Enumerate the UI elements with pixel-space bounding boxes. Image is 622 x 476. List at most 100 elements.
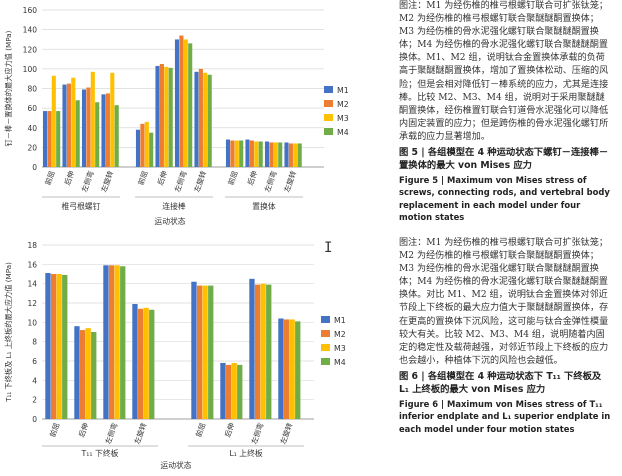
bar-m1 [249, 278, 255, 419]
x-tick-label: 左侧弯 [263, 170, 279, 194]
bar-m4 [239, 140, 244, 167]
bar-m2 [288, 143, 293, 167]
legend-swatch [324, 114, 333, 121]
bar-m1 [278, 318, 284, 419]
bar-m2 [50, 274, 57, 419]
legend-label: M3 [334, 344, 346, 353]
group-label: 置换体 [252, 201, 276, 211]
bar-m1 [45, 273, 51, 419]
figure6-caption: 图注：M1 为经伤椎的椎弓根螺钉联合可扩张钛笼；M2 为经伤椎的椎弓根螺钉联合聚… [399, 238, 609, 366]
x-tick-label: 左旋转 [192, 170, 208, 194]
bar-m1 [225, 139, 231, 167]
legend-label: M2 [334, 330, 346, 339]
bar-m1 [74, 326, 80, 419]
bar-m2 [198, 68, 203, 167]
x-tick-label: 左旋转 [99, 170, 115, 194]
bar-m2 [79, 330, 86, 419]
bar-m2 [225, 364, 232, 419]
figure5-caption: 图注：M1 为经伤椎的椎弓根螺钉联合可扩张钛笼；M2 为经伤椎的椎弓根螺钉联合聚… [399, 1, 609, 142]
figure6-svg: 0 2 4 6 8 10 12 14 16 18 T₁₁ 下终板及 L₁ 上终板的最大应力值 (MP… [4, 241, 346, 470]
bar-m2 [249, 140, 254, 167]
legend-swatch [324, 128, 333, 135]
y-tick-label: 18 [27, 241, 37, 250]
bar-m3 [164, 66, 169, 167]
y-tick-label: 0 [32, 415, 37, 424]
y-tick-label: 6 [32, 357, 37, 366]
legend-label: M4 [337, 128, 349, 137]
bar-m3 [289, 319, 295, 419]
y-tick-label: 20 [27, 143, 37, 152]
x-tick-label: 后伸 [77, 422, 90, 439]
legend-swatch [324, 86, 333, 93]
bar-m3 [183, 39, 188, 167]
y-tick-label: 80 [27, 85, 37, 94]
bar-m1 [284, 142, 289, 167]
x-axis-label: 运动状态 [154, 216, 185, 226]
group-label: L₁ 上终板 [229, 448, 263, 458]
x-tick-label: 前屈 [226, 170, 239, 187]
y-tick-label: 40 [27, 124, 37, 133]
y-tick-label: 10 [27, 318, 37, 327]
y-tick-label: 160 [23, 6, 38, 15]
x-axis-label: 运动状态 [160, 460, 191, 470]
bar-m3 [90, 71, 95, 167]
x-tick-label: 前屈 [48, 422, 61, 439]
bar-m4 [266, 284, 272, 419]
bar-m3 [203, 72, 208, 167]
x-tick-label: 后伸 [246, 170, 259, 187]
bar-m2 [196, 285, 203, 419]
bar-m2 [140, 123, 145, 167]
bar-m1 [103, 265, 109, 419]
x-tick-label: 左侧弯 [103, 422, 119, 446]
y-tick-label: 60 [27, 104, 37, 113]
bar-m3 [273, 142, 278, 167]
y-tick-label: 100 [23, 65, 38, 74]
bar-m3 [234, 140, 239, 167]
bar-m4 [258, 141, 263, 167]
group-label: 连接棒 [162, 201, 186, 211]
bar-m1 [81, 89, 87, 167]
bar-m3 [56, 274, 62, 419]
bar-m2 [108, 265, 115, 419]
bar-m2 [269, 142, 274, 167]
bar-m3 [260, 283, 266, 419]
bar-m3 [114, 265, 120, 419]
bar-m3 [293, 143, 298, 167]
bar-m1 [174, 39, 180, 167]
x-tick-label: 前屈 [43, 170, 56, 187]
bar-m1 [264, 141, 270, 167]
bar-m4 [207, 74, 212, 167]
legend-label: M3 [337, 114, 349, 123]
legend-swatch [321, 316, 330, 323]
bar-m1 [220, 362, 226, 419]
group-label: 椎弓根螺钉 [62, 201, 101, 211]
bar-m3 [85, 328, 91, 419]
figure6-title-cn: 图 6 | 各组模型在 4 种运动状态下 T₁₁ 下终板及 L₁ 上终板的最大 … [399, 370, 602, 395]
y-tick-label: 140 [23, 26, 38, 35]
bar-m1 [42, 111, 48, 167]
bar-m1 [191, 281, 197, 419]
figure6-caption-block: 图注：M1 为经伤椎的椎弓根螺钉联合可扩张钛笼；M2 为经伤椎的椎弓根螺钉联合聚… [399, 237, 613, 435]
bar-m3 [144, 121, 149, 167]
legend-swatch [321, 330, 330, 337]
bar-m3 [110, 72, 115, 167]
bar-m4 [149, 132, 154, 167]
bar-m1 [245, 139, 250, 167]
bar-m4 [278, 142, 283, 167]
group-label: T₁₁ 下终板 [81, 448, 119, 458]
figure5-caption-block: 图注：M1 为经伤椎的椎弓根螺钉联合可扩张钛笼；M2 为经伤椎的椎弓根螺钉联合聚… [399, 0, 613, 224]
x-tick-label: 左侧弯 [249, 422, 265, 446]
x-tick-label: 左旋转 [282, 170, 298, 194]
x-tick-label: 后伸 [223, 422, 236, 439]
bar-m4 [149, 309, 155, 419]
x-tick-label: 前屈 [136, 170, 149, 187]
y-tick-label: 4 [32, 376, 37, 385]
bar-m2 [47, 111, 52, 167]
legend-label: M1 [334, 316, 346, 325]
figure6-title-en: Figure 6 | Maximum von Mises stress of T… [399, 398, 611, 434]
bar-m4 [188, 43, 193, 167]
legend-label: M2 [337, 100, 349, 109]
bar-m1 [155, 65, 160, 167]
bar-m2 [66, 83, 71, 167]
bar-m3 [51, 75, 56, 167]
